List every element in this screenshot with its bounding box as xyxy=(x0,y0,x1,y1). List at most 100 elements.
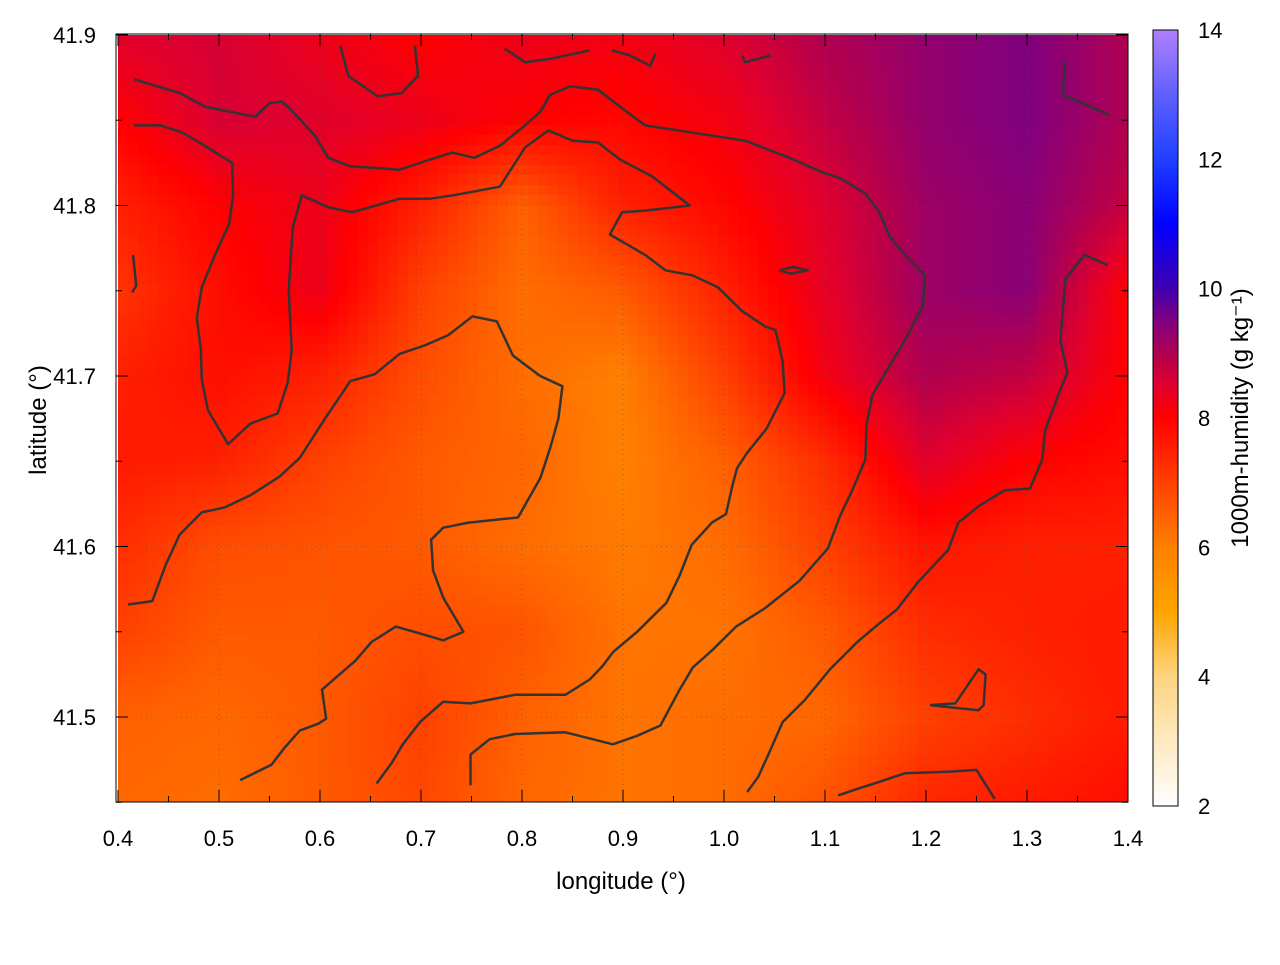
heatmap-cell xyxy=(168,165,179,176)
heatmap-cell xyxy=(448,515,459,526)
heatmap-cell xyxy=(478,235,489,246)
heatmap-cell xyxy=(238,155,249,166)
heatmap-cell xyxy=(398,515,409,526)
heatmap-cell xyxy=(968,485,979,496)
heatmap-cell xyxy=(438,285,449,296)
heatmap-cell xyxy=(228,105,239,116)
heatmap-cell xyxy=(268,335,279,346)
heatmap-cell xyxy=(548,445,559,456)
heatmap-cell xyxy=(458,435,469,446)
heatmap-cell xyxy=(418,95,429,106)
heatmap-cell xyxy=(128,315,139,326)
heatmap-cell xyxy=(908,315,919,326)
heatmap-cell xyxy=(578,65,589,76)
heatmap-cell xyxy=(798,415,809,426)
heatmap-cell xyxy=(478,335,489,346)
heatmap-cell xyxy=(608,335,619,346)
heatmap-cell xyxy=(648,335,659,346)
heatmap-cell xyxy=(958,95,969,106)
heatmap-cell xyxy=(278,105,289,116)
heatmap-cell xyxy=(748,235,759,246)
heatmap-cell xyxy=(898,445,909,456)
heatmap-cell xyxy=(268,235,279,246)
heatmap-cell xyxy=(548,185,559,196)
heatmap-cell xyxy=(1068,305,1079,316)
heatmap-cell xyxy=(148,195,159,206)
heatmap-cell xyxy=(248,355,259,366)
heatmap-cell xyxy=(588,195,599,206)
heatmap-cell xyxy=(148,165,159,176)
heatmap-cell xyxy=(368,415,379,426)
heatmap-cell xyxy=(1118,255,1128,266)
heatmap-cell xyxy=(388,225,399,236)
heatmap-cell xyxy=(788,245,799,256)
heatmap-cell xyxy=(898,495,909,506)
heatmap-cell xyxy=(858,225,869,236)
heatmap-cell xyxy=(458,195,469,206)
heatmap-cell xyxy=(168,305,179,316)
heatmap-cell xyxy=(258,395,269,406)
heatmap-cell xyxy=(448,445,459,456)
heatmap-cell xyxy=(848,345,859,356)
heatmap-cell xyxy=(738,95,749,106)
heatmap-cell xyxy=(628,485,639,496)
heatmap-cell xyxy=(938,75,949,86)
heatmap-cell xyxy=(1058,35,1069,46)
heatmap-cell xyxy=(478,55,489,66)
heatmap-cell xyxy=(888,445,899,456)
heatmap-cell xyxy=(1078,65,1089,76)
heatmap-cell xyxy=(698,295,709,306)
heatmap-cell xyxy=(208,295,219,306)
heatmap-cell xyxy=(988,55,999,66)
heatmap-cell xyxy=(1108,465,1119,476)
heatmap-cell xyxy=(518,305,529,316)
heatmap-cell xyxy=(538,425,549,436)
heatmap-cell xyxy=(588,455,599,466)
heatmap-cell xyxy=(548,245,559,256)
heatmap-cell xyxy=(898,285,909,296)
heatmap-cell xyxy=(1068,205,1079,216)
heatmap-cell xyxy=(1108,195,1119,206)
heatmap-cell xyxy=(938,375,949,386)
heatmap-cell xyxy=(148,55,159,66)
heatmap-cell xyxy=(508,195,519,206)
heatmap-cell xyxy=(478,305,489,316)
heatmap-cell xyxy=(888,45,899,56)
heatmap-cell xyxy=(368,335,379,346)
heatmap-cell xyxy=(978,295,989,306)
heatmap-cell xyxy=(438,115,449,126)
heatmap-cell xyxy=(1008,505,1019,516)
heatmap-cell xyxy=(938,455,949,466)
heatmap-cell xyxy=(298,365,309,376)
heatmap-cell xyxy=(628,105,639,116)
heatmap-cell xyxy=(228,275,239,286)
heatmap-cell xyxy=(448,425,459,436)
heatmap-cell xyxy=(158,385,169,396)
heatmap-cell xyxy=(788,205,799,216)
heatmap-cell xyxy=(718,295,729,306)
heatmap-cell xyxy=(298,305,309,316)
heatmap-cell xyxy=(998,75,1009,86)
heatmap-cell xyxy=(168,425,179,436)
heatmap-cell xyxy=(1088,485,1099,496)
heatmap-cell xyxy=(598,265,609,276)
heatmap-cell xyxy=(648,465,659,476)
heatmap-cell xyxy=(658,215,669,226)
heatmap-cell xyxy=(918,165,929,176)
heatmap-cell xyxy=(348,225,359,236)
heatmap-cell xyxy=(258,285,269,296)
heatmap-cell xyxy=(298,385,309,396)
heatmap-cell xyxy=(288,285,299,296)
heatmap-cell xyxy=(268,185,279,196)
heatmap-cell xyxy=(498,75,509,86)
heatmap-cell xyxy=(738,315,749,326)
heatmap-cell xyxy=(1008,145,1019,156)
heatmap-cell xyxy=(448,415,459,426)
heatmap-cell xyxy=(388,245,399,256)
heatmap-cell xyxy=(328,245,339,256)
heatmap-cell xyxy=(728,115,739,126)
heatmap-cell xyxy=(858,135,869,146)
heatmap-cell xyxy=(678,225,689,236)
heatmap-cell xyxy=(358,455,369,466)
heatmap-cell xyxy=(928,385,939,396)
